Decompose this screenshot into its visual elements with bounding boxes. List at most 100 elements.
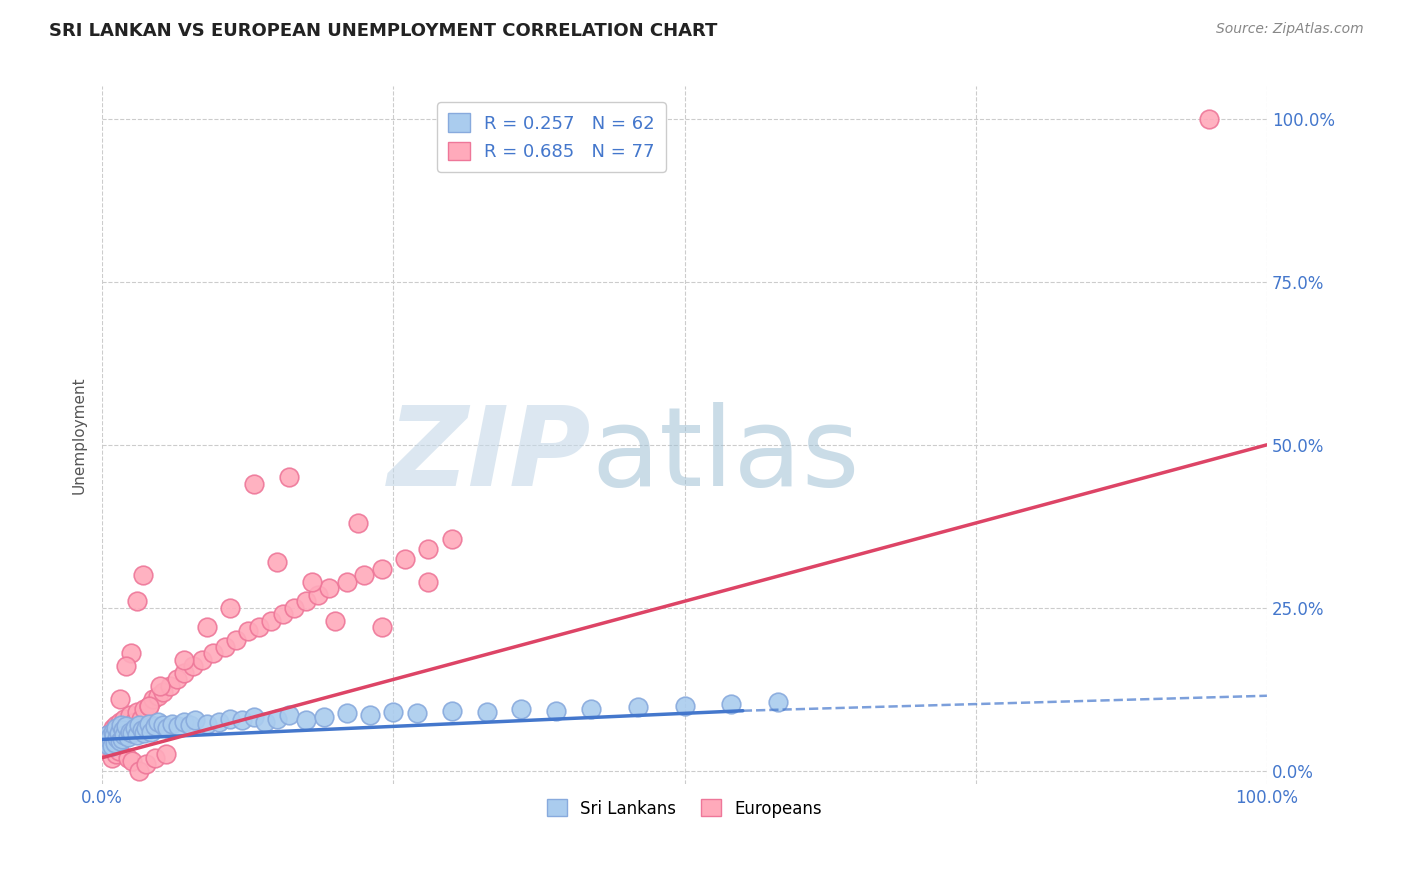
Point: [277, 708, 299, 723]
Point: [139, 724, 162, 739]
Point: [105, 722, 128, 736]
Point: [100, 739, 122, 753]
Point: [475, 705, 498, 719]
Point: [98, 732, 121, 747]
Point: [336, 574, 359, 589]
Point: [105, 718, 128, 732]
Point: [115, 722, 138, 736]
Point: [231, 713, 253, 727]
Point: [100, 739, 122, 753]
Point: [128, 764, 150, 778]
Point: [117, 750, 139, 764]
Point: [104, 736, 127, 750]
Point: [104, 724, 127, 739]
Point: [155, 747, 177, 762]
Point: [121, 726, 143, 740]
Point: [128, 718, 150, 732]
Point: [766, 695, 789, 709]
Point: [93, 731, 115, 745]
Point: [266, 555, 288, 569]
Point: [146, 714, 169, 729]
Point: [152, 718, 174, 732]
Point: [195, 620, 218, 634]
Point: [166, 673, 188, 687]
Point: [127, 594, 149, 608]
Point: [108, 714, 131, 729]
Point: [149, 679, 172, 693]
Point: [673, 698, 696, 713]
Point: [160, 716, 183, 731]
Text: SRI LANKAN VS EUROPEAN UNEMPLOYMENT CORRELATION CHART: SRI LANKAN VS EUROPEAN UNEMPLOYMENT CORR…: [49, 22, 717, 40]
Point: [173, 653, 195, 667]
Point: [254, 714, 277, 729]
Point: [627, 699, 650, 714]
Point: [152, 685, 174, 699]
Point: [121, 754, 143, 768]
Point: [323, 614, 346, 628]
Point: [173, 665, 195, 680]
Point: [546, 704, 568, 718]
Point: [97, 738, 120, 752]
Point: [266, 712, 288, 726]
Point: [184, 713, 207, 727]
Point: [100, 750, 122, 764]
Point: [134, 726, 156, 740]
Point: [107, 726, 129, 740]
Point: [312, 710, 335, 724]
Point: [96, 728, 118, 742]
Point: [103, 724, 125, 739]
Point: [97, 728, 120, 742]
Point: [283, 600, 305, 615]
Point: [219, 600, 242, 615]
Point: [214, 640, 236, 654]
Point: [219, 712, 242, 726]
Point: [138, 698, 160, 713]
Point: [112, 728, 135, 742]
Point: [127, 705, 149, 719]
Point: [143, 750, 166, 764]
Point: [510, 702, 533, 716]
Point: [191, 653, 214, 667]
Point: [101, 722, 124, 736]
Point: [359, 708, 381, 723]
Point: [131, 723, 153, 738]
Point: [112, 712, 135, 726]
Point: [720, 697, 742, 711]
Point: [146, 689, 169, 703]
Point: [132, 568, 155, 582]
Point: [114, 659, 136, 673]
Point: [134, 702, 156, 716]
Point: [173, 714, 195, 729]
Point: [93, 738, 115, 752]
Point: [353, 568, 375, 582]
Point: [225, 633, 247, 648]
Point: [440, 533, 463, 547]
Point: [382, 705, 405, 719]
Point: [112, 728, 135, 742]
Point: [105, 731, 128, 745]
Point: [103, 731, 125, 745]
Point: [120, 646, 142, 660]
Point: [156, 722, 179, 736]
Point: [143, 719, 166, 733]
Point: [336, 706, 359, 721]
Point: [181, 659, 204, 673]
Point: [249, 620, 271, 634]
Point: [236, 624, 259, 638]
Point: [108, 734, 131, 748]
Point: [138, 698, 160, 713]
Point: [117, 730, 139, 744]
Point: [114, 719, 136, 733]
Point: [242, 710, 264, 724]
Text: ZIP: ZIP: [388, 402, 592, 509]
Point: [301, 574, 323, 589]
Point: [418, 542, 440, 557]
Point: [135, 722, 157, 736]
Point: [277, 470, 299, 484]
Point: [394, 552, 416, 566]
Point: [167, 719, 190, 733]
Point: [98, 726, 121, 740]
Point: [347, 516, 370, 530]
Point: [1198, 112, 1220, 126]
Point: [96, 740, 118, 755]
